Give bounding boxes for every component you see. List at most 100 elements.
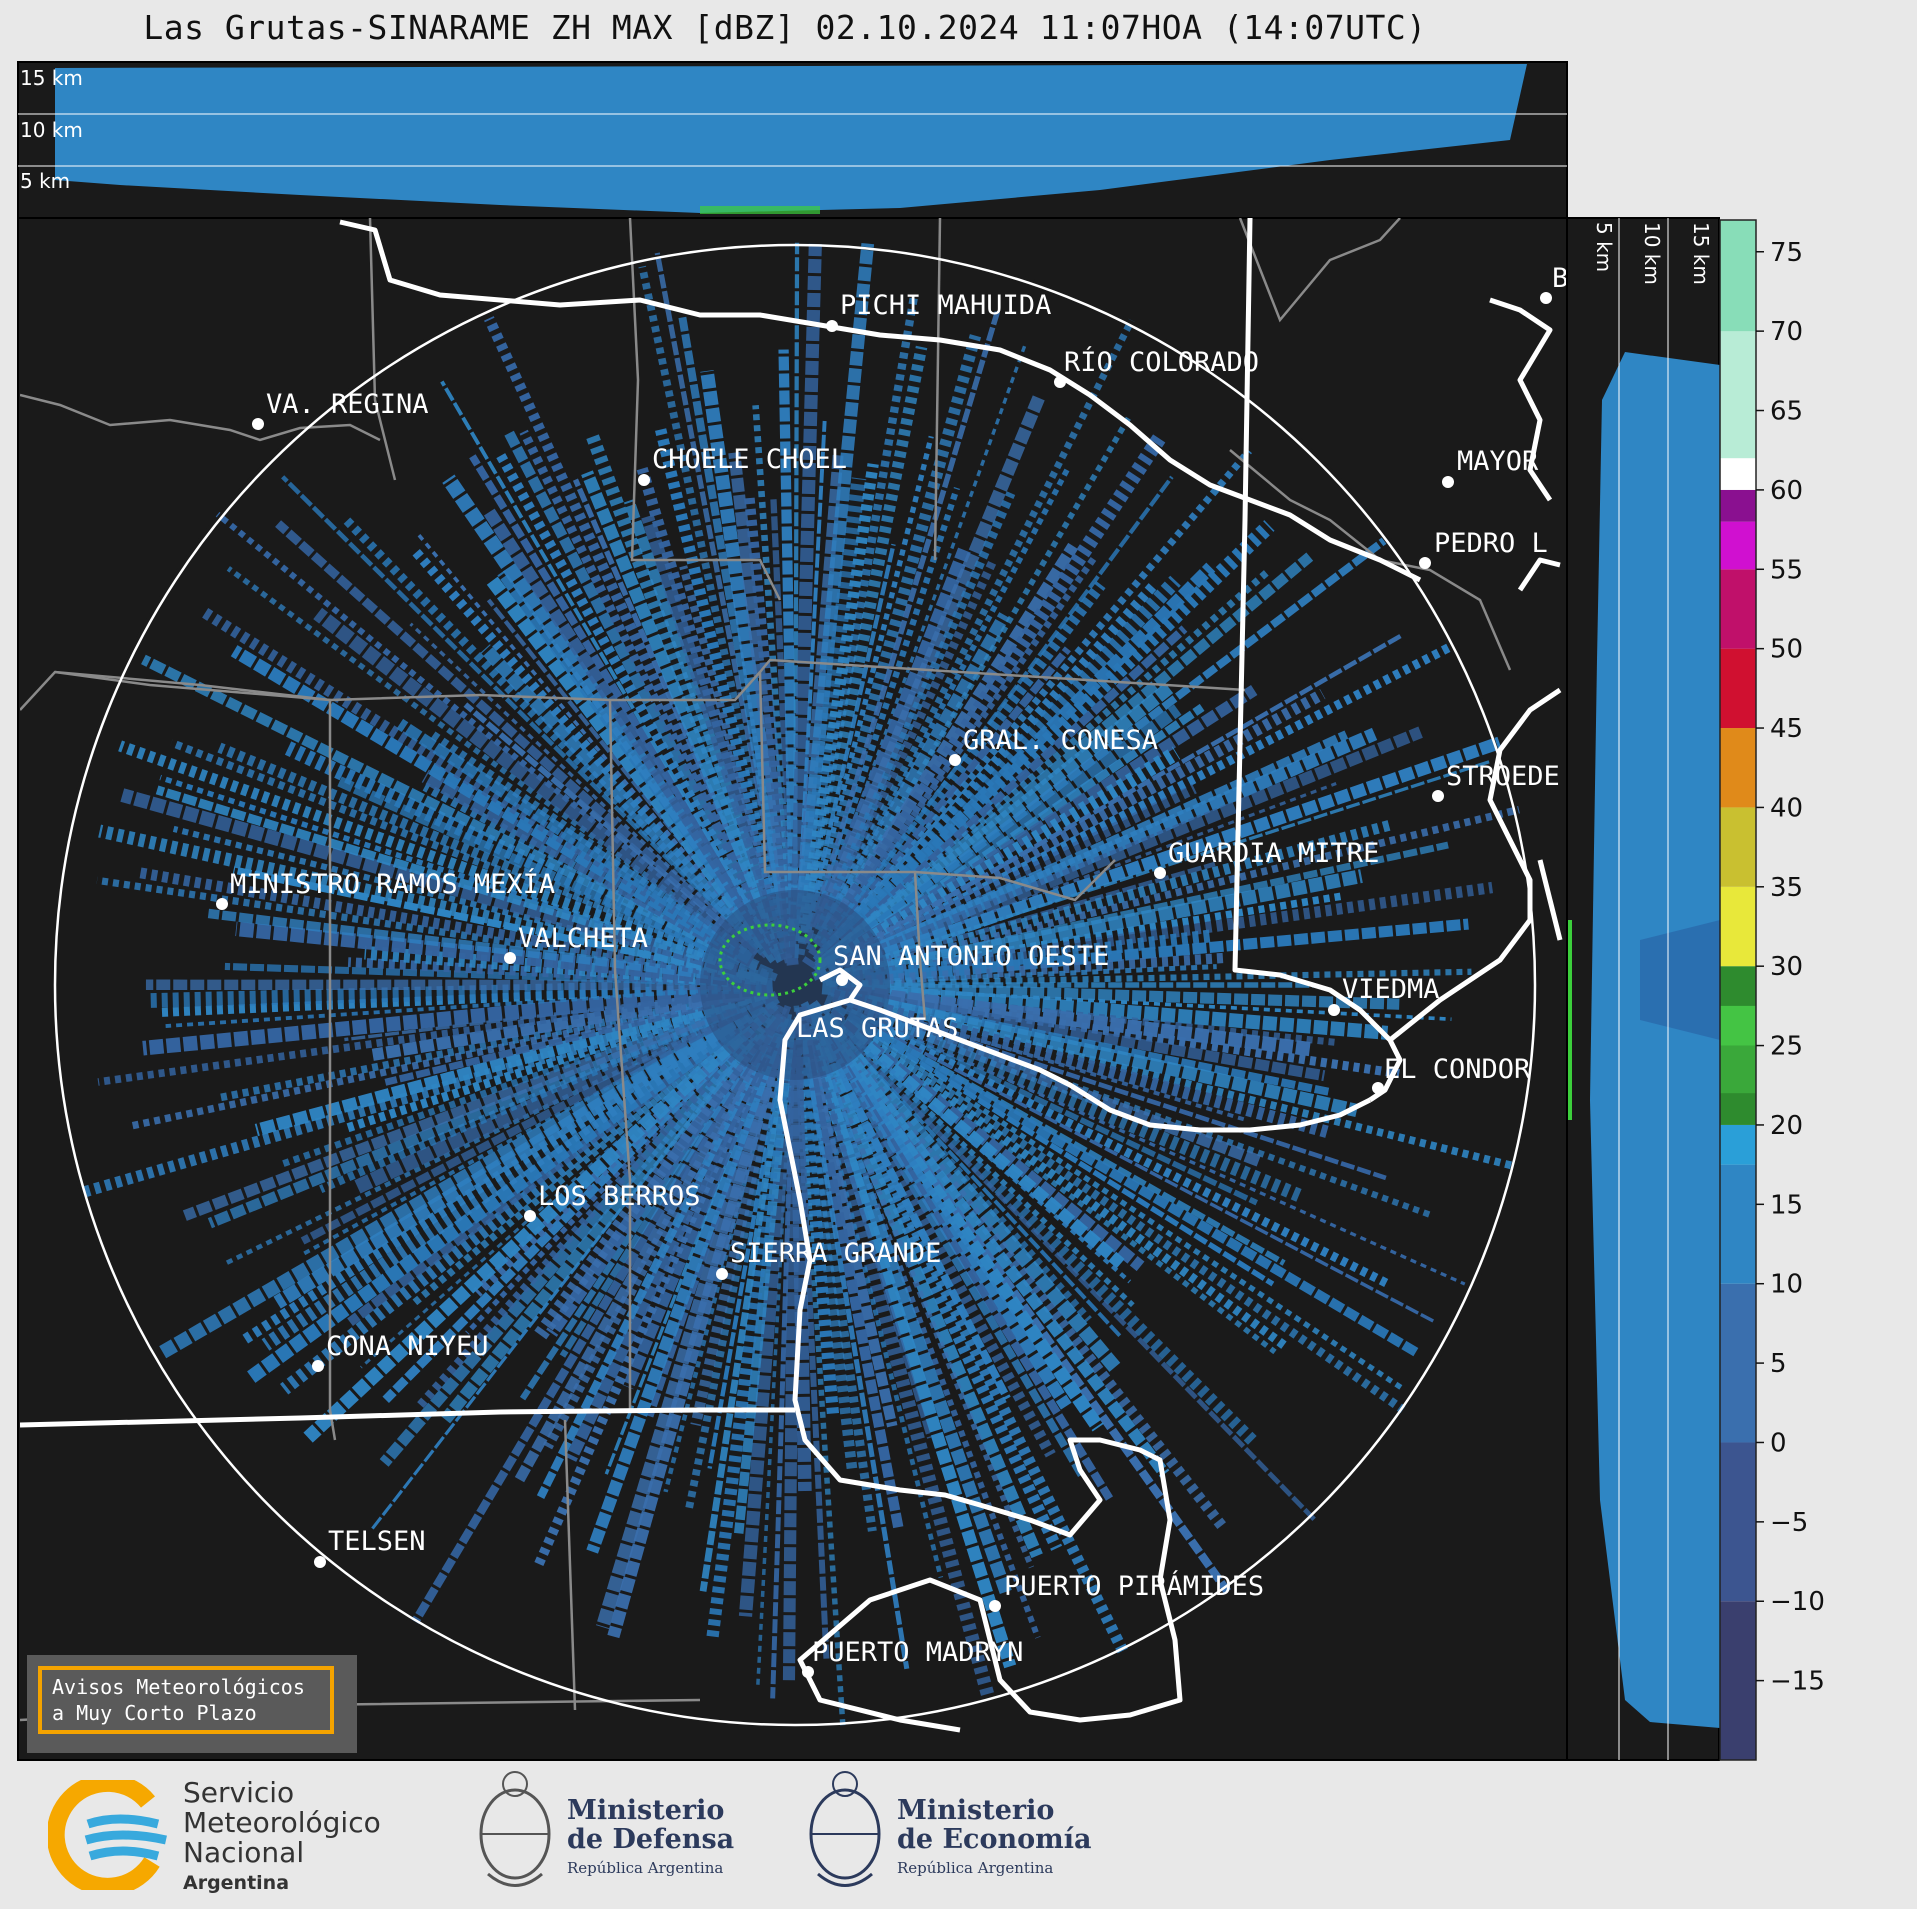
colorbar-band — [1720, 220, 1756, 332]
echo-ray — [801, 1040, 910, 1670]
place-label-telsen: TELSEN — [328, 1526, 426, 1557]
smn-line-4: Argentina — [183, 1872, 290, 1894]
echo-ray — [127, 990, 753, 1131]
echo-ray — [118, 740, 758, 977]
echo-ray — [300, 991, 779, 1245]
colorbar-band — [1720, 886, 1756, 967]
place-label-pedro-l: PEDRO L — [1434, 528, 1548, 559]
echo-ray — [812, 1038, 1041, 1639]
echo-ray — [815, 646, 1071, 959]
echo-ray — [800, 1004, 1035, 1569]
defensa-line-2: de Defensa — [567, 1824, 735, 1855]
echo-ray — [275, 520, 759, 954]
place-label-b: B — [1552, 263, 1568, 294]
top-cross-section-panel: 15 km 10 km 5 km — [17, 61, 1568, 219]
echo-ray — [565, 1053, 767, 1462]
echo-ray — [830, 1003, 1419, 1357]
echo-ray — [235, 921, 745, 988]
echo-ray — [826, 1009, 1145, 1272]
echo-ray — [224, 962, 723, 987]
colorbar-band — [1720, 648, 1756, 729]
colorbar-tick-label: −5 — [1770, 1508, 1808, 1538]
echo-ray — [303, 1030, 745, 1443]
echo-ray — [465, 1002, 779, 1335]
echo-core — [700, 890, 890, 1080]
echo-ray — [222, 1006, 748, 1267]
echo-ray — [831, 929, 1215, 987]
colorbar-tick-label: 60 — [1770, 476, 1803, 506]
echo-ray — [794, 1024, 858, 1471]
colorbar-tick-label: 20 — [1770, 1111, 1803, 1141]
defensa-line-1: Ministerio — [567, 1795, 725, 1826]
echo-ray — [707, 1013, 793, 1469]
department-boundaries — [20, 218, 1512, 1722]
echo-ray — [846, 1019, 1406, 1414]
place-label-va-regina: VA. REGINA — [266, 389, 429, 420]
echo-ray — [172, 825, 734, 973]
colorbar-tick-label: −10 — [1770, 1587, 1825, 1617]
echo-ray — [833, 1011, 1290, 1352]
economia-line-2: de Economía — [897, 1824, 1092, 1855]
footer-logos — [0, 1758, 1917, 1909]
side-height-label-15km: 15 km — [1689, 222, 1713, 285]
echo-ray — [120, 788, 740, 976]
echo-ray — [360, 1023, 751, 1369]
echo-ray — [313, 607, 744, 948]
place-label-guardia-mitre: GUARDIA MITRE — [1168, 838, 1379, 869]
colorbar-tick-label: 45 — [1770, 714, 1803, 744]
echo-ray — [825, 310, 1139, 921]
echo-ray — [840, 1032, 1321, 1526]
echo-ray — [821, 575, 1181, 957]
place-dot — [1419, 557, 1431, 569]
echo-ray — [412, 999, 777, 1306]
echo-ray — [536, 1014, 784, 1499]
echo-ray — [860, 760, 1491, 966]
echo-ray — [96, 876, 740, 981]
place-label-sierra-grande: SIERRA GRANDE — [730, 1238, 941, 1269]
echo-ray — [846, 999, 1264, 1168]
echo-ray — [860, 981, 1400, 1010]
place-dot — [252, 418, 264, 430]
place-label-cona-niyeu: CONA NIYEU — [326, 1331, 489, 1362]
place-label-choele-choel: CHOELE CHOEL — [652, 444, 847, 475]
place-dot — [312, 1360, 324, 1372]
echo-ray — [848, 1008, 1258, 1206]
echo-ray — [636, 467, 793, 961]
defensa-name: Ministerio de Defensa República Argentin… — [567, 1796, 734, 1883]
echo-ray — [857, 986, 1452, 1022]
echo-ray — [805, 543, 896, 928]
place-label-valcheta: VALCHETA — [518, 923, 648, 954]
echo-ray — [837, 568, 1271, 949]
place-dot — [1054, 376, 1066, 388]
echo-ray — [848, 1008, 1389, 1288]
place-dot — [638, 474, 650, 486]
echo-ray — [97, 990, 732, 1086]
place-dot — [1432, 790, 1444, 802]
echo-ray — [734, 1031, 795, 1534]
echo-ray — [504, 430, 787, 962]
echo-ray — [796, 296, 918, 956]
echo-ray — [261, 1009, 755, 1351]
echo-ray — [428, 729, 749, 955]
echo-ray — [830, 985, 1400, 1079]
echo-ray — [814, 625, 1188, 968]
economia-coat-of-arms-icon — [809, 1771, 881, 1887]
place-dot — [216, 898, 228, 910]
echo-ray — [699, 1059, 787, 1592]
echo-ray — [347, 1014, 754, 1327]
echo-ray — [804, 1011, 1128, 1654]
echo-ray — [519, 429, 781, 950]
echo-ray — [823, 991, 1303, 1203]
legend-line-2: a Muy Corto Plazo — [52, 1701, 257, 1725]
echo-ray — [411, 1046, 761, 1624]
colorbar-band — [1720, 1283, 1756, 1443]
echo-ray — [469, 454, 782, 960]
echo-ray — [834, 554, 1099, 927]
place-dot — [1540, 292, 1552, 304]
echo-ray — [804, 311, 1000, 945]
echo-ray — [795, 1056, 840, 1419]
place-label-stroeder: STROEDE — [1446, 761, 1560, 792]
echo-ray — [684, 1026, 791, 1514]
